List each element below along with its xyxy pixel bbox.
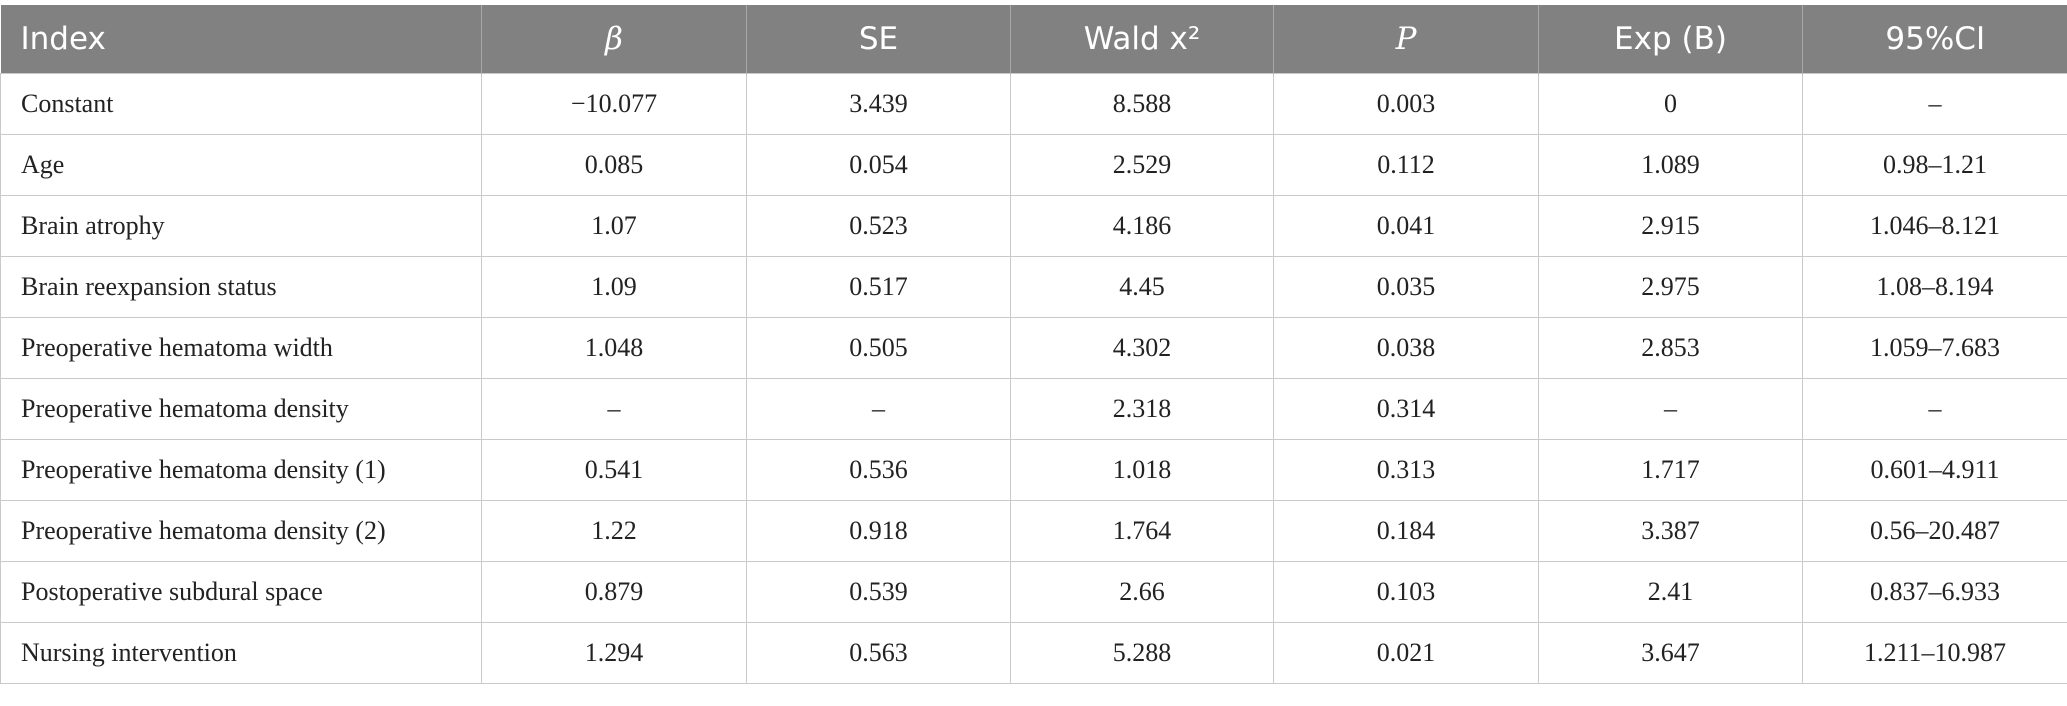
cell: −10.077: [481, 73, 747, 135]
cell: 0.041: [1273, 195, 1539, 257]
cell: –: [1802, 378, 2067, 440]
row-label: Nursing intervention: [0, 622, 482, 684]
table-row: Age 0.085 0.054 2.529 0.112 1.089 0.98–1.21: [0, 134, 2067, 196]
cell: –: [1538, 378, 1803, 440]
cell: 1.294: [481, 622, 747, 684]
header-cell: Index: [0, 5, 482, 74]
cell: 1.07: [481, 195, 747, 257]
table-row: Preoperative hematoma density (2) 1.22 0.9…: [0, 500, 2067, 562]
cell: 1.048: [481, 317, 747, 379]
cell: 0.563: [746, 622, 1011, 684]
cell: 0.601–4.911: [1802, 439, 2067, 501]
cell: 3.647: [1538, 622, 1803, 684]
cell: 0.021: [1273, 622, 1539, 684]
cell: 2.853: [1538, 317, 1803, 379]
cell: –: [746, 378, 1011, 440]
cell: 3.387: [1538, 500, 1803, 562]
cell: 0.879: [481, 561, 747, 623]
row-label: Age: [0, 134, 482, 196]
cell: 1.018: [1010, 439, 1274, 501]
cell: 4.45: [1010, 256, 1274, 318]
row-label: Preoperative hematoma density: [0, 378, 482, 440]
cell: 3.439: [746, 73, 1011, 135]
cell: 1.717: [1538, 439, 1803, 501]
cell: –: [1802, 73, 2067, 135]
row-label: Postoperative subdural space: [0, 561, 482, 623]
cell: 0.536: [746, 439, 1011, 501]
cell: –: [481, 378, 747, 440]
cell: 0.085: [481, 134, 747, 196]
table-row: Nursing intervention 1.294 0.563 5.288 0.021…: [0, 622, 2067, 684]
cell: 0.837–6.933: [1802, 561, 2067, 623]
header-cell: SE: [746, 5, 1011, 74]
cell: 0.918: [746, 500, 1011, 562]
cell: 0.103: [1273, 561, 1539, 623]
table-row: Constant −10.077 3.439 8.588 0.003 0–: [0, 73, 2067, 135]
cell: 2.41: [1538, 561, 1803, 623]
cell: 0.054: [746, 134, 1011, 196]
row-label: Constant: [0, 73, 482, 135]
cell: 0.112: [1273, 134, 1539, 196]
regression-table: Index β SE Wald x² P Exp (B) 95%CI Constant −10…: [0, 5, 2067, 684]
table-row: Brain reexpansion status 1.09 0.517 4.45 0.0…: [0, 256, 2067, 318]
row-label: Brain reexpansion status: [0, 256, 482, 318]
header-cell: β: [481, 5, 747, 74]
cell: 1.764: [1010, 500, 1274, 562]
cell: 2.318: [1010, 378, 1274, 440]
row-label: Preoperative hematoma density (1): [0, 439, 482, 501]
cell: 4.186: [1010, 195, 1274, 257]
row-label: Preoperative hematoma width: [0, 317, 482, 379]
cell: 1.22: [481, 500, 747, 562]
cell: 1.089: [1538, 134, 1803, 196]
header-cell: Wald x²: [1010, 5, 1274, 74]
table-row: Preoperative hematoma width 1.048 0.505 4.3…: [0, 317, 2067, 379]
table-row: Preoperative hematoma density – –2.318 0.31…: [0, 378, 2067, 440]
cell: 1.211–10.987: [1802, 622, 2067, 684]
cell: 2.915: [1538, 195, 1803, 257]
cell: 1.046–8.121: [1802, 195, 2067, 257]
cell: 0.517: [746, 256, 1011, 318]
cell: 0.035: [1273, 256, 1539, 318]
row-label: Brain atrophy: [0, 195, 482, 257]
cell: 0.98–1.21: [1802, 134, 2067, 196]
header-cell: Exp (B): [1538, 5, 1803, 74]
cell: 0.505: [746, 317, 1011, 379]
cell: 0.184: [1273, 500, 1539, 562]
header-cell: 95%CI: [1802, 5, 2067, 74]
row-label: Preoperative hematoma density (2): [0, 500, 482, 562]
cell: 2.66: [1010, 561, 1274, 623]
cell: 0.539: [746, 561, 1011, 623]
cell: 5.288: [1010, 622, 1274, 684]
cell: 0.314: [1273, 378, 1539, 440]
cell: 1.09: [481, 256, 747, 318]
cell: 0.541: [481, 439, 747, 501]
table-row: Brain atrophy 1.07 0.523 4.186 0.041 2.915 1.0…: [0, 195, 2067, 257]
cell: 4.302: [1010, 317, 1274, 379]
cell: 1.059–7.683: [1802, 317, 2067, 379]
cell: 0.003: [1273, 73, 1539, 135]
table-body: Constant −10.077 3.439 8.588 0.003 0– Age 0.085…: [0, 73, 2067, 684]
cell: 2.975: [1538, 256, 1803, 318]
cell: 0.038: [1273, 317, 1539, 379]
cell: 8.588: [1010, 73, 1274, 135]
cell: 0.56–20.487: [1802, 500, 2067, 562]
table-row: Postoperative subdural space 0.879 0.539 2.…: [0, 561, 2067, 623]
table-row: Preoperative hematoma density (1) 0.541 0.…: [0, 439, 2067, 501]
cell: 0.313: [1273, 439, 1539, 501]
cell: 1.08–8.194: [1802, 256, 2067, 318]
header-cell: P: [1273, 5, 1539, 74]
cell: 0: [1538, 73, 1803, 135]
header-row: Index β SE Wald x² P Exp (B) 95%CI: [0, 5, 2067, 74]
cell: 2.529: [1010, 134, 1274, 196]
cell: 0.523: [746, 195, 1011, 257]
